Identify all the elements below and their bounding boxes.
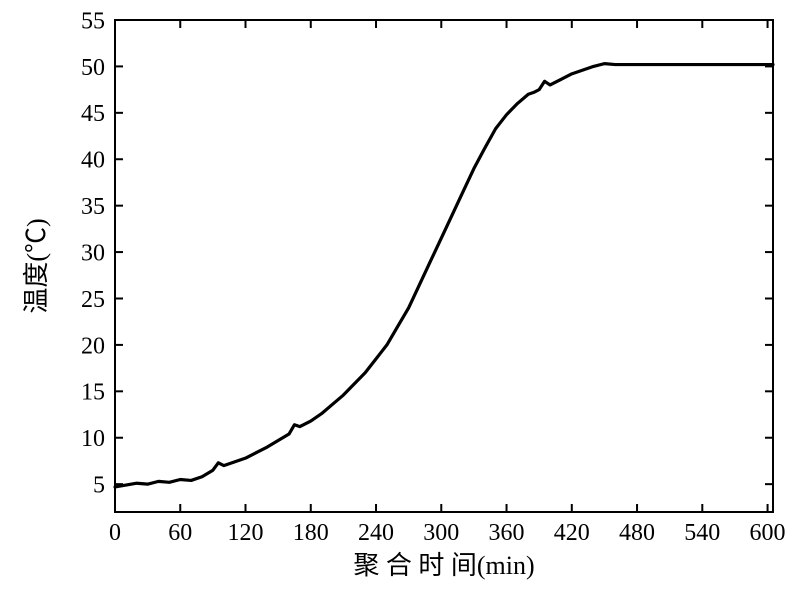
y-tick-label: 35 <box>81 194 105 220</box>
x-tick-label: 240 <box>358 520 394 546</box>
y-tick-label: 15 <box>81 380 105 406</box>
y-tick-label: 50 <box>81 55 105 81</box>
x-tick-label: 180 <box>293 520 329 546</box>
y-tick-label: 5 <box>93 473 105 499</box>
y-tick-label: 25 <box>81 287 105 313</box>
y-tick-label: 20 <box>81 333 105 359</box>
x-tick-label: 300 <box>423 520 459 546</box>
chart-container: 0 60 120 180 240 300 360 420 480 540 600 5 10 15 20 25 3… <box>0 0 800 590</box>
x-tick-label: 600 <box>750 520 786 546</box>
y-tick-label: 55 <box>81 8 105 34</box>
y-tick-label: 40 <box>81 148 105 174</box>
y-tick-label: 10 <box>81 426 105 452</box>
x-tick-label: 540 <box>684 520 720 546</box>
x-tick-label: 420 <box>554 520 590 546</box>
x-tick-label: 480 <box>619 520 655 546</box>
x-axis-label: 聚 合 时 间(min) <box>353 551 534 580</box>
line-chart: 0 60 120 180 240 300 360 420 480 540 600 5 10 15 20 25 3… <box>0 0 800 590</box>
x-tick-label: 0 <box>109 520 121 546</box>
y-tick-label: 30 <box>81 240 105 266</box>
y-tick-label: 45 <box>81 101 105 127</box>
x-tick-label: 60 <box>168 520 192 546</box>
x-tick-label: 360 <box>489 520 525 546</box>
y-axis-label: 温度(℃) <box>22 218 51 313</box>
x-tick-label: 120 <box>228 520 264 546</box>
